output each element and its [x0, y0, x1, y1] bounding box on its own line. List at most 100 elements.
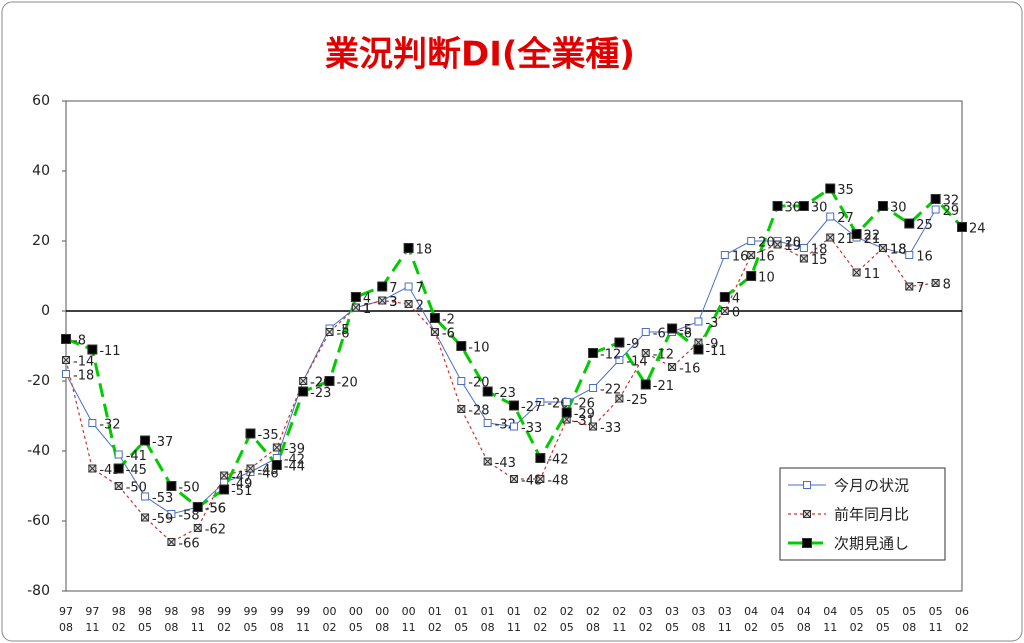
x-tick-label: 05: [665, 621, 679, 634]
x-tick-label: 02: [850, 621, 864, 634]
marker-cross: [773, 240, 782, 249]
marker: [746, 271, 757, 281]
data-label: 24: [969, 222, 986, 237]
data-label: 21: [837, 232, 854, 247]
x-tick-label: 05: [349, 621, 363, 634]
marker-cross: [325, 328, 334, 336]
x-tick-label: 05: [138, 621, 152, 634]
marker: [747, 237, 756, 245]
x-tick-label: 11: [85, 621, 99, 634]
marker: [167, 510, 176, 518]
marker: [773, 240, 782, 249]
marker: [588, 348, 599, 358]
data-label: -41: [126, 449, 147, 464]
x-tick-label: 11: [823, 621, 837, 634]
marker: [141, 513, 150, 522]
data-label: 35: [837, 183, 854, 198]
marker-cross: [378, 296, 387, 305]
marker: [167, 538, 176, 546]
marker-box: [510, 422, 518, 431]
marker-box: [957, 222, 967, 232]
marker: [483, 419, 492, 427]
marker-cross: [720, 307, 729, 315]
x-tick-label: 11: [718, 621, 732, 634]
marker-box: [113, 463, 124, 474]
x-tick-label: 05: [454, 621, 468, 634]
data-label: 1: [363, 302, 371, 317]
x-tick-label: 98: [191, 605, 205, 618]
marker-box: [694, 317, 703, 326]
x-tick-label: 03: [639, 605, 653, 618]
marker-box: [509, 400, 519, 411]
marker: [589, 384, 598, 392]
marker-box: [877, 201, 888, 211]
marker-box: [825, 183, 836, 194]
marker-box: [803, 481, 811, 489]
marker: [114, 482, 123, 490]
marker: [615, 356, 624, 364]
data-label: -35: [257, 428, 278, 443]
x-tick-label: 03: [665, 605, 679, 618]
data-label: 18: [890, 243, 907, 258]
legend-label: 前年同月比: [834, 506, 909, 524]
marker: [747, 251, 756, 259]
x-tick-label: 08: [797, 621, 811, 634]
marker: [509, 400, 519, 411]
data-label: -48: [547, 474, 568, 489]
marker-box: [456, 341, 467, 351]
marker-cross: [536, 475, 545, 483]
data-label: -22: [600, 383, 621, 398]
marker: [931, 279, 940, 287]
data-label: -6: [337, 327, 350, 342]
marker: [220, 471, 229, 480]
data-label: -44: [284, 460, 305, 475]
data-label: -10: [468, 341, 489, 356]
marker: [192, 502, 203, 512]
chart-title: 業況判断DI(全業種): [325, 35, 635, 75]
marker-box: [298, 386, 309, 397]
data-label: 20: [758, 236, 775, 251]
data-label: 4: [732, 292, 740, 307]
marker-cross: [167, 538, 176, 546]
marker-cross: [404, 300, 413, 308]
data-label: -46: [257, 467, 278, 482]
x-tick-label: 00: [323, 605, 337, 618]
data-label: -42: [547, 453, 568, 468]
y-tick-label: 20: [32, 233, 50, 249]
marker: [851, 229, 862, 239]
data-label: 3: [389, 295, 397, 310]
x-tick-label: 02: [955, 621, 969, 634]
marker: [404, 282, 413, 291]
marker-box: [719, 292, 730, 302]
marker-box: [905, 251, 914, 259]
data-label: -56: [205, 502, 226, 517]
marker-box: [615, 356, 624, 364]
marker-cross: [641, 349, 650, 357]
data-label: 29: [943, 204, 960, 219]
x-tick-label: 03: [718, 605, 732, 618]
marker-box: [720, 251, 729, 259]
marker-box: [562, 398, 571, 406]
marker-cross: [88, 464, 97, 473]
marker: [803, 481, 811, 489]
x-tick-label: 98: [138, 605, 152, 618]
marker: [404, 300, 413, 308]
marker-box: [219, 484, 230, 495]
data-label: -47: [231, 470, 252, 485]
marker-cross: [615, 394, 624, 403]
marker: [325, 328, 334, 336]
marker-box: [404, 282, 413, 291]
marker-box: [561, 407, 572, 418]
marker-box: [536, 398, 545, 406]
data-label: -23: [495, 386, 516, 401]
marker-box: [535, 453, 546, 463]
marker-box: [667, 323, 678, 334]
marker: [62, 356, 70, 364]
data-label: 20: [785, 236, 802, 251]
x-tick-label: 98: [112, 605, 126, 618]
marker: [561, 407, 572, 418]
data-label: -5: [679, 323, 692, 338]
data-label: -49: [231, 477, 252, 492]
data-label: -6: [653, 327, 666, 342]
